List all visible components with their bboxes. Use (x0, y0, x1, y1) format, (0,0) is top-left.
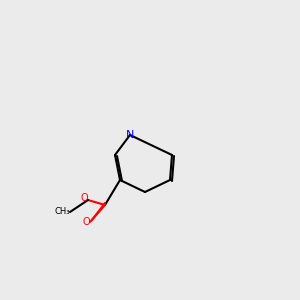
Text: N: N (126, 130, 134, 140)
Text: O: O (82, 217, 90, 227)
Text: CH₃: CH₃ (54, 208, 70, 217)
Text: O: O (80, 193, 88, 203)
